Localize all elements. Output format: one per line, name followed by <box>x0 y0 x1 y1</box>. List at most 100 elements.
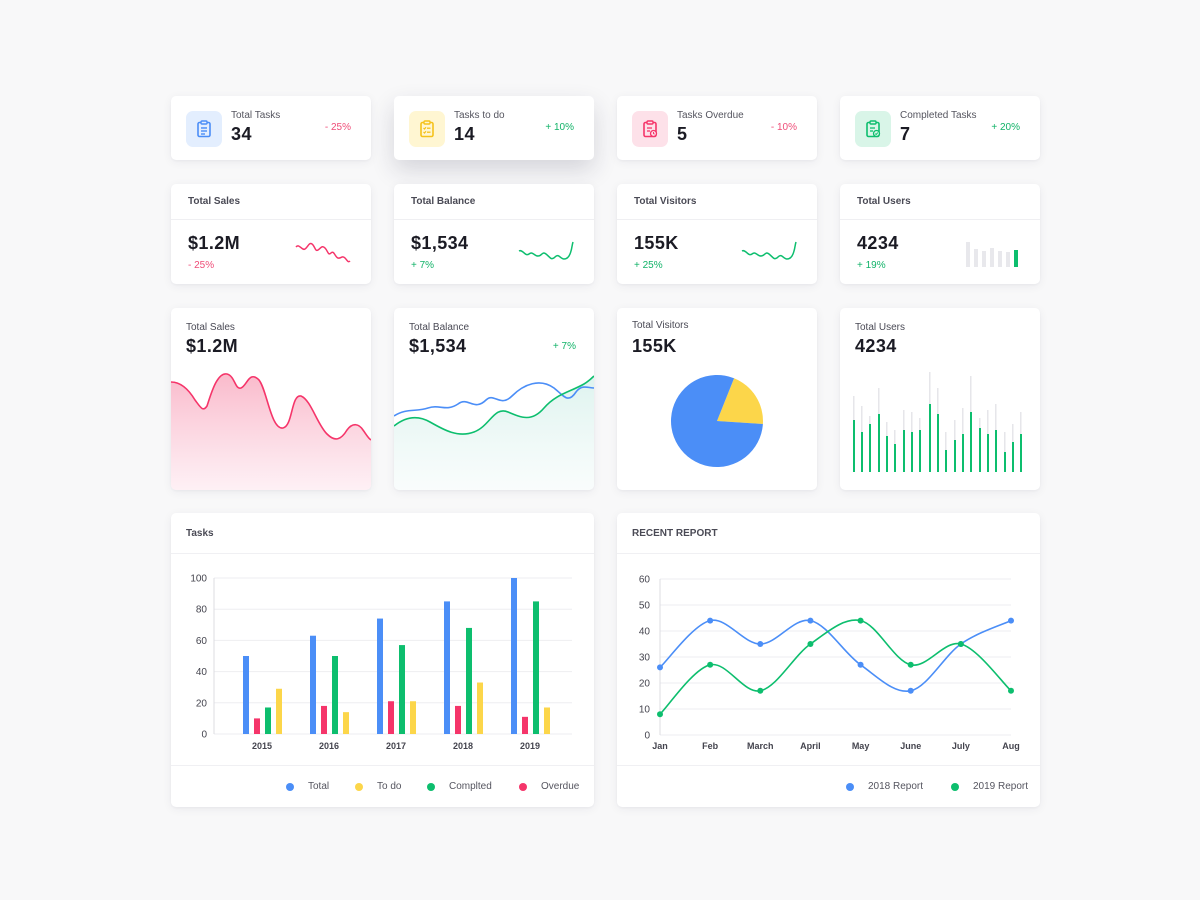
bar-complted[interactable] <box>265 707 271 734</box>
y-tick-label: 10 <box>639 705 651 716</box>
bar-overdue[interactable] <box>455 705 461 734</box>
legend-dot <box>519 782 527 791</box>
data-point[interactable] <box>907 687 914 694</box>
legend-label: Total <box>308 781 330 792</box>
card-value: 4234 <box>855 336 897 356</box>
bar-complted[interactable] <box>466 627 472 734</box>
legend-label: To do <box>377 781 402 792</box>
bar-total[interactable] <box>243 656 249 734</box>
metric-header: Total Balance <box>394 184 594 220</box>
data-point[interactable] <box>857 617 864 624</box>
chart-card-total-users[interactable]: Total Users 4234 <box>840 308 1040 490</box>
legend-item-to-do[interactable]: To do <box>355 781 401 792</box>
bar-overdue[interactable] <box>388 701 394 734</box>
y-tick-label: 20 <box>196 698 208 709</box>
bar-overdue[interactable] <box>254 718 260 734</box>
data-point[interactable] <box>707 661 714 668</box>
bar-to-do[interactable] <box>276 688 282 734</box>
chart-card-total-balance[interactable]: Total Balance $1,534 + 7% <box>394 308 594 490</box>
x-tick-label: 2019 <box>520 741 540 751</box>
x-tick-label: Jan <box>652 741 668 751</box>
metric-value: $1.2M <box>188 233 241 253</box>
stat-card-tasks-overdue[interactable]: Tasks Overdue 5 - 10% <box>617 96 817 160</box>
data-point[interactable] <box>1008 687 1014 694</box>
data-point[interactable] <box>907 661 914 668</box>
card-title: Total Sales <box>186 322 235 333</box>
balance-sparkline <box>518 241 574 260</box>
data-point[interactable] <box>807 641 814 647</box>
legend-item-2018-report[interactable]: 2018 Report <box>846 781 923 792</box>
clipboard-checklist-icon <box>409 111 445 147</box>
bar-to-do[interactable] <box>410 701 416 734</box>
x-tick-label: Feb <box>702 741 719 751</box>
stat-value: 34 <box>231 124 253 144</box>
metric-card-total-visitors[interactable]: Total Visitors 155K + 25% <box>617 184 817 284</box>
bar-total[interactable] <box>444 601 450 734</box>
metric-card-total-balance[interactable]: Total Balance $1,534 + 7% <box>394 184 594 284</box>
stat-card-completed-tasks[interactable]: Completed Tasks 7 + 20% <box>840 96 1040 160</box>
metric-title: Total Sales <box>188 196 241 207</box>
users-bar-chart <box>853 372 1022 472</box>
data-point[interactable] <box>657 664 663 671</box>
data-point[interactable] <box>807 617 814 624</box>
data-point[interactable] <box>1008 617 1014 624</box>
pie-slice-blue <box>671 375 763 467</box>
data-point[interactable] <box>707 617 714 624</box>
sales-area-chart <box>171 373 371 490</box>
data-point[interactable] <box>757 687 764 694</box>
stat-card-total-tasks[interactable]: Total Tasks 34 - 25% <box>171 96 371 160</box>
legend-item-overdue[interactable]: Overdue <box>519 781 579 792</box>
tasks-panel: Tasks 0 20 40 60 80 100 2015 2016 2017 2018 2019 T… <box>171 513 594 807</box>
legend-item-total[interactable]: Total <box>286 781 329 792</box>
legend-dot <box>951 782 959 791</box>
chart-card-total-visitors[interactable]: Total Visitors 155K <box>617 308 817 490</box>
metric-value: $1,534 <box>411 233 469 253</box>
clipboard-list-icon <box>186 111 222 147</box>
card-change: + 7% <box>552 341 576 352</box>
legend-label: 2019 Report <box>973 781 1029 792</box>
metric-value: 4234 <box>857 233 899 253</box>
legend-dot <box>427 782 435 791</box>
data-point[interactable] <box>857 661 864 668</box>
stat-label: Completed Tasks <box>900 110 977 121</box>
bar-overdue[interactable] <box>522 716 528 734</box>
bar-to-do[interactable] <box>343 712 349 734</box>
metric-change: + 25% <box>634 260 663 271</box>
bar-to-do[interactable] <box>477 682 483 734</box>
x-tick-label: March <box>747 741 774 751</box>
x-tick-label: July <box>952 741 970 751</box>
clipboard-clock-icon <box>632 111 668 147</box>
card-value: $1,534 <box>409 336 467 356</box>
bar-complted[interactable] <box>332 656 338 734</box>
metric-card-total-users[interactable]: Total Users 4234 + 19% <box>840 184 1040 284</box>
stat-value: 14 <box>454 124 476 144</box>
stat-change: - 10% <box>770 122 797 133</box>
data-point[interactable] <box>657 711 663 718</box>
tasks-bar-chart: 0 20 40 60 80 100 2015 2016 2017 2018 2019 <box>190 574 572 751</box>
x-tick-label: 2018 <box>453 741 473 751</box>
legend-label: Overdue <box>541 781 580 792</box>
data-point[interactable] <box>757 641 764 647</box>
bar-to-do[interactable] <box>544 707 550 734</box>
bar-total[interactable] <box>511 578 517 734</box>
panel-footer: 2018 Report 2019 Report <box>617 765 1040 807</box>
legend-item-2019-report[interactable]: 2019 Report <box>951 781 1028 792</box>
metric-header: Total Sales <box>171 184 371 220</box>
legend-dot <box>286 782 294 791</box>
bar-complted[interactable] <box>533 601 539 734</box>
bar-total[interactable] <box>310 635 316 734</box>
legend-item-completed[interactable]: Complted <box>427 781 492 792</box>
bar-complted[interactable] <box>399 645 405 734</box>
bar-overdue[interactable] <box>321 705 327 734</box>
bar-total[interactable] <box>377 618 383 734</box>
data-point[interactable] <box>957 641 964 647</box>
stat-change: + 20% <box>991 122 1020 133</box>
stat-card-tasks-to-do[interactable]: Tasks to do 14 + 10% <box>394 96 594 160</box>
metric-card-total-sales[interactable]: Total Sales $1.2M - 25% <box>171 184 371 284</box>
chart-card-total-sales[interactable]: Total Sales $1.2M <box>171 308 371 490</box>
recent-report-panel: RECENT REPORT 0 10 20 30 40 50 60 Jan Feb March Ap… <box>617 513 1040 807</box>
metric-header: Total Visitors <box>617 184 817 220</box>
card-title: Total Users <box>855 322 906 333</box>
x-tick-label: 2016 <box>319 741 339 751</box>
y-tick-label: 30 <box>639 653 651 664</box>
